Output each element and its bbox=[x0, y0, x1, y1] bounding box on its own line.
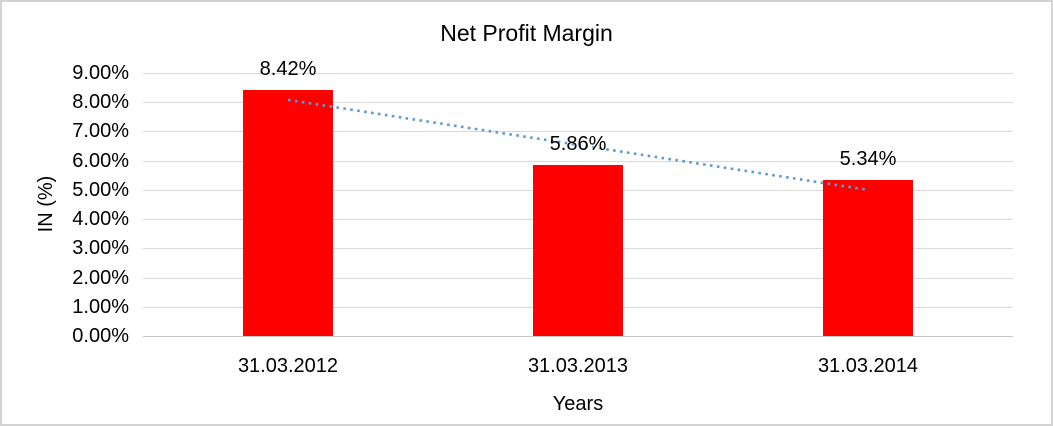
data-label: 5.86% bbox=[549, 132, 607, 155]
x-tick-label: 31.03.2013 bbox=[527, 355, 629, 377]
x-tick-label: 31.03.2012 bbox=[237, 355, 339, 377]
y-tick-label: 8.00% bbox=[72, 91, 129, 114]
y-tick-label: 3.00% bbox=[72, 237, 129, 260]
y-tick-label: 0.00% bbox=[72, 325, 129, 347]
data-label: 5.34% bbox=[839, 147, 897, 170]
y-tick-label: 4.00% bbox=[72, 208, 129, 231]
y-tick-label: 2.00% bbox=[72, 266, 129, 289]
gridline bbox=[143, 73, 1013, 74]
x-axis-line bbox=[143, 336, 1013, 337]
y-tick-label: 1.00% bbox=[72, 295, 129, 318]
bar-31.03.2013 bbox=[533, 164, 623, 336]
data-label: 8.42% bbox=[259, 57, 317, 80]
chart-title: Net Profit Margin bbox=[440, 20, 613, 46]
x-tick-label: 31.03.2014 bbox=[817, 355, 919, 377]
x-axis-title: Years bbox=[552, 393, 604, 415]
bar-31.03.2012 bbox=[243, 89, 333, 336]
y-tick-label: 7.00% bbox=[72, 120, 129, 143]
y-tick-label: 5.00% bbox=[72, 178, 129, 201]
y-tick-label: 6.00% bbox=[72, 149, 129, 172]
bar-31.03.2014 bbox=[823, 179, 913, 336]
y-tick-label: 9.00% bbox=[72, 62, 129, 84]
